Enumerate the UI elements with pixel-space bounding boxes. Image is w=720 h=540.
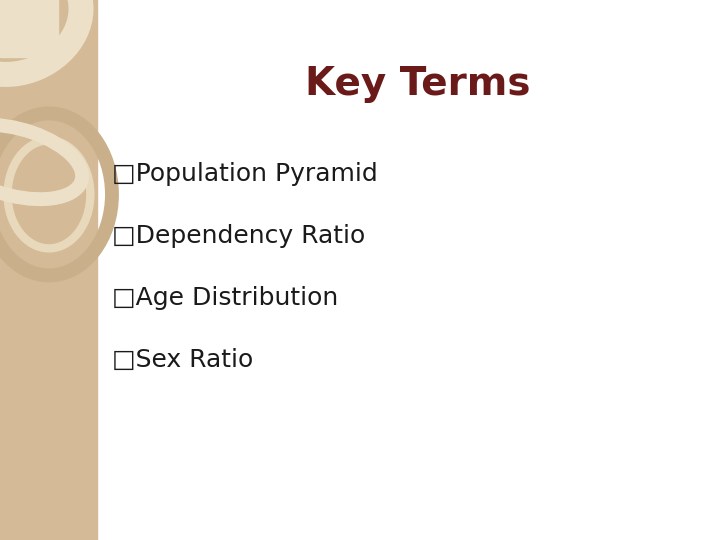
Text: □Population Pyramid: □Population Pyramid — [112, 162, 377, 186]
Bar — [0, 0, 58, 57]
Text: □Age Distribution: □Age Distribution — [112, 286, 338, 310]
Text: □Sex Ratio: □Sex Ratio — [112, 348, 253, 372]
Text: Key Terms: Key Terms — [305, 65, 531, 103]
Bar — [0, 0, 97, 540]
Text: □Dependency Ratio: □Dependency Ratio — [112, 224, 365, 248]
